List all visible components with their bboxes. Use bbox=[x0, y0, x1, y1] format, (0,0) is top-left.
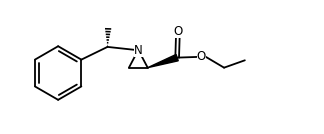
Text: N: N bbox=[134, 44, 143, 57]
Text: O: O bbox=[197, 50, 206, 64]
Text: O: O bbox=[173, 25, 182, 38]
Polygon shape bbox=[148, 54, 178, 68]
